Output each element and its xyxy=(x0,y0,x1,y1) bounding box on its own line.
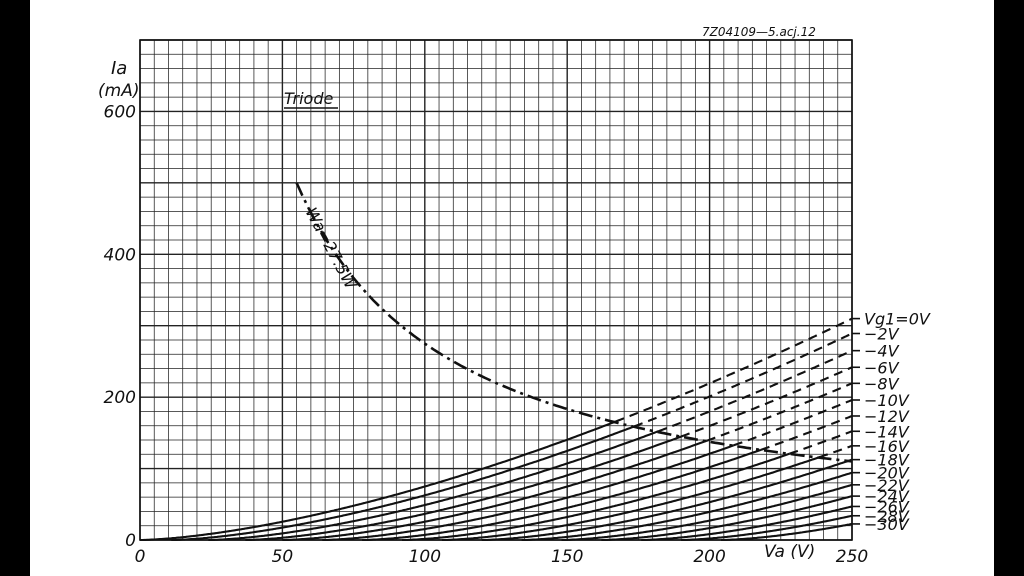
series-line-solid xyxy=(140,420,617,542)
series-label: Vg1=0V xyxy=(864,310,931,329)
series-label: −14V xyxy=(864,422,910,441)
series-label: −28V xyxy=(864,507,910,526)
datasheet-page: 0 50 100 150 200 250 0 200 400 600 Vg1=0V −2V −4V −6V… xyxy=(30,0,994,576)
series-label: −6V xyxy=(864,358,900,377)
y-tick-label: 600 xyxy=(104,102,136,122)
triode-characteristic-chart: 0 50 100 150 200 250 0 200 400 600 Vg1=0V−2V−4V−6V… xyxy=(98,25,931,567)
series-label: −10V xyxy=(864,391,910,410)
series-line-solid xyxy=(322,444,735,542)
series-line-solid xyxy=(481,459,850,542)
x-tick-label: 200 xyxy=(693,547,725,567)
figure-code: 7Z04109—5.acj.12 xyxy=(702,25,816,39)
series-line-solid xyxy=(282,439,708,542)
series-line-solid xyxy=(171,425,635,542)
series-line-solid xyxy=(441,456,820,542)
series-line-dashed xyxy=(788,430,853,455)
series-line-dashed xyxy=(633,332,853,428)
x-axis-label: Va (V) xyxy=(764,542,815,562)
chart-series xyxy=(140,182,853,542)
x-tick-label: 0 xyxy=(135,547,146,567)
series-label: −22V xyxy=(864,476,910,495)
series-line-dashed xyxy=(733,399,853,447)
chart-title: Triode xyxy=(284,89,334,108)
series-line-solid xyxy=(402,452,790,542)
series-label: −18V xyxy=(864,451,910,470)
chart-grid xyxy=(139,39,853,541)
series-line-solid xyxy=(208,430,659,542)
series-label: −12V xyxy=(864,407,910,426)
series-label: −16V xyxy=(864,437,910,456)
series-label: −20V xyxy=(864,464,910,483)
series-line-solid xyxy=(362,448,762,542)
series-label: −26V xyxy=(864,497,910,516)
series-line-dashed xyxy=(760,415,853,451)
x-tick-label: 100 xyxy=(409,547,441,567)
series-line-solid xyxy=(561,483,853,542)
series-label: −2V xyxy=(864,325,900,344)
series-line-dashed xyxy=(657,349,853,433)
series-line-solid xyxy=(521,471,853,542)
y-tick-label: 0 xyxy=(125,531,136,551)
series-line-solid xyxy=(641,505,853,542)
y-axis-symbol: Ia xyxy=(111,58,127,79)
x-tick-label: 250 xyxy=(836,547,868,567)
x-tick-label: 150 xyxy=(551,547,583,567)
series-line-solid xyxy=(601,495,853,542)
y-tick-label: 400 xyxy=(104,245,136,265)
series-label: −24V xyxy=(864,487,910,506)
series-label: −4V xyxy=(864,342,900,361)
series-label: −30V xyxy=(864,515,910,534)
power-limit-curve xyxy=(295,182,853,463)
series-line-solid xyxy=(681,514,853,542)
series-line-solid xyxy=(245,435,682,542)
series-line-dashed xyxy=(615,317,853,423)
series-line-dashed xyxy=(680,366,853,438)
y-tick-label: 200 xyxy=(104,388,136,408)
series-line-dashed xyxy=(706,382,853,442)
series-line-solid xyxy=(721,522,853,542)
series-line-dashed xyxy=(818,444,853,459)
series-label: −8V xyxy=(864,374,900,393)
x-tick-label: 50 xyxy=(272,547,294,567)
y-axis-unit: (mA) xyxy=(98,81,139,101)
